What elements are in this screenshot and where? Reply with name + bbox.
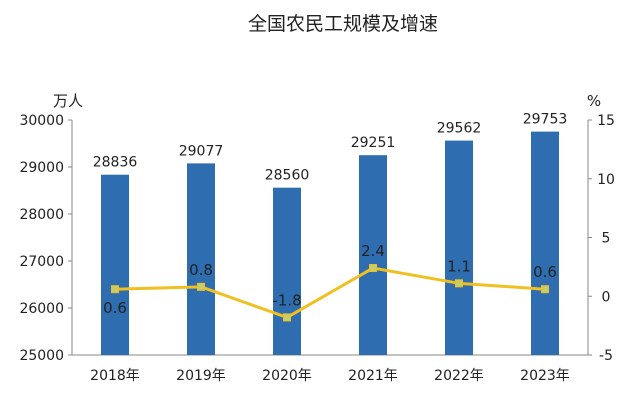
- line-point: [197, 282, 205, 291]
- line-point: [369, 264, 377, 273]
- line-series: [111, 264, 549, 322]
- y-left-tick-label: 25000: [19, 348, 64, 364]
- y-right-tick-labels: -5 0 5 10 15: [597, 113, 615, 364]
- line-value-label: -1.8: [272, 291, 301, 309]
- bar-value-label: 29562: [437, 121, 482, 137]
- y-left-tick-labels: 25000 26000 27000 28000 29000 30000: [19, 113, 64, 364]
- y-left-tick-label: 30000: [19, 113, 64, 129]
- bar-value-label: 28836: [93, 155, 138, 171]
- y-right-tick-label: 10: [597, 172, 615, 188]
- line-point: [455, 279, 463, 288]
- y-left-tick-label: 28000: [19, 207, 64, 223]
- y-right-tick-label: 15: [597, 113, 615, 129]
- bar: [101, 174, 129, 355]
- axes-group: [68, 119, 592, 356]
- line-value-label: 0.8: [189, 261, 213, 279]
- line-data-labels: 0.6 0.8 -1.8 2.4 1.1 0.6: [103, 242, 557, 317]
- bar: [273, 187, 301, 355]
- line-point: [111, 285, 119, 294]
- bar-data-labels: 28836 29077 28560 29251 29562 29753: [93, 112, 568, 184]
- bar-value-label: 29753: [523, 112, 568, 128]
- x-tick-label: 2022年: [434, 368, 484, 384]
- x-tick-label: 2020年: [262, 368, 312, 384]
- bar-value-label: 29077: [179, 143, 224, 159]
- bar: [359, 155, 387, 355]
- y-left-tick-label: 27000: [19, 254, 64, 270]
- line-value-label: 1.1: [447, 257, 471, 275]
- y-right-unit-label: %: [587, 92, 601, 110]
- bar-value-label: 28560: [265, 168, 310, 184]
- x-tick-label: 2019年: [176, 368, 226, 384]
- bar: [531, 131, 559, 355]
- line-value-label: 0.6: [103, 299, 127, 317]
- y-left-tick-label: 29000: [19, 160, 64, 176]
- y-right-tick-label: -5: [599, 348, 613, 364]
- growth-line: [114, 266, 546, 319]
- chart-title: 全国农民工规模及增速: [248, 13, 438, 35]
- x-tick-label: 2021年: [348, 368, 398, 384]
- bar: [187, 163, 215, 355]
- x-tick-label: 2023年: [520, 368, 570, 384]
- line-point: [541, 285, 549, 294]
- bar-series: [101, 131, 559, 355]
- x-tick-label: 2018年: [90, 368, 140, 384]
- line-value-label: 0.6: [533, 263, 557, 281]
- y-right-tick-label: 5: [602, 231, 611, 247]
- bar-value-label: 29251: [351, 135, 396, 151]
- y-left-tick-label: 26000: [19, 301, 64, 317]
- bar: [445, 140, 473, 355]
- y-left-unit-label: 万人: [53, 92, 83, 110]
- line-value-label: 2.4: [361, 242, 385, 260]
- line-point: [283, 313, 291, 322]
- x-tick-labels: 2018年 2019年 2020年 2021年 2022年 2023年: [90, 368, 570, 384]
- y-right-tick-label: 0: [602, 289, 611, 305]
